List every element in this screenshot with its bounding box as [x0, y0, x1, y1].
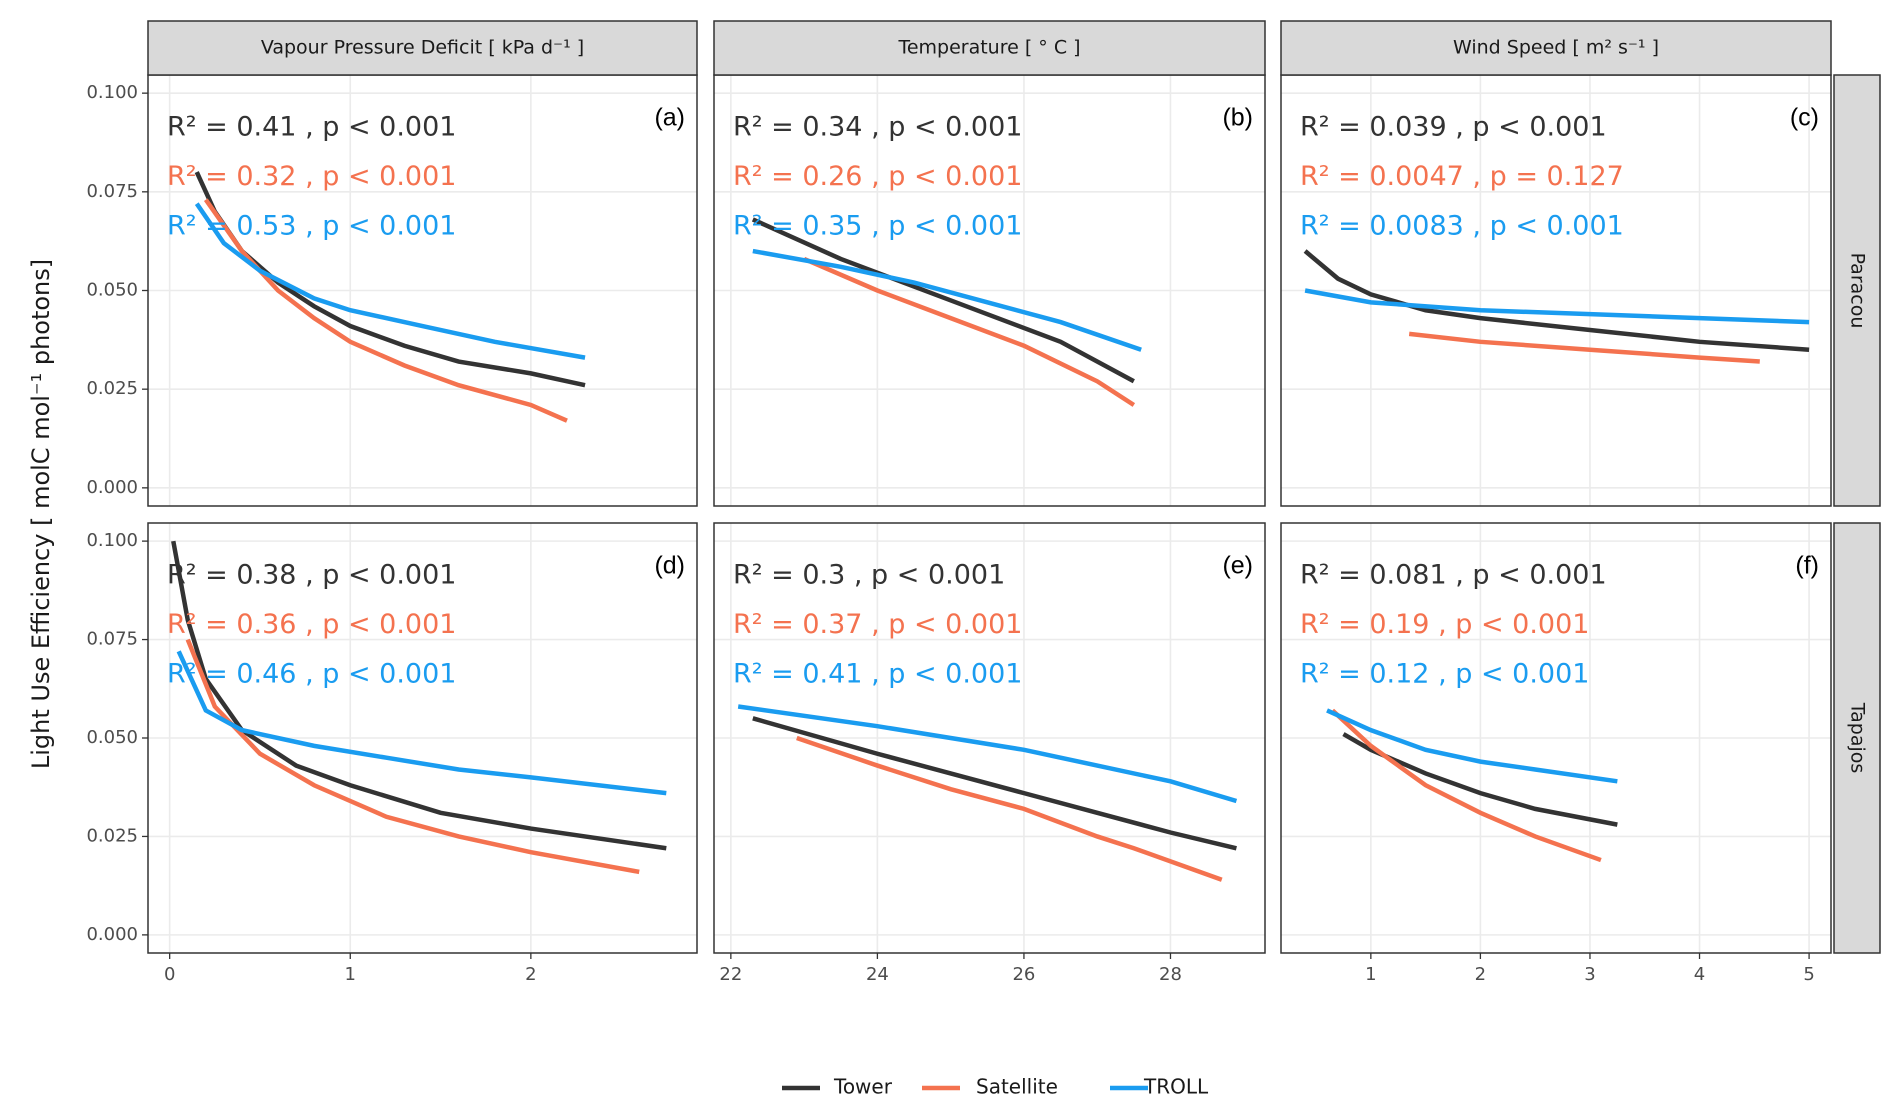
- strip: [1833, 74, 1881, 507]
- annotation: R² = 0.0047 , p = 0.127: [1300, 161, 1624, 192]
- fit-line: [1326, 708, 1618, 784]
- fit-line: [752, 248, 1142, 352]
- x-tick-label: 26: [1012, 964, 1035, 985]
- fit-line: [171, 540, 667, 851]
- strip: [147, 20, 698, 76]
- x-tick-label: 5: [1803, 964, 1814, 985]
- strip: [713, 20, 1266, 76]
- panel-border: [713, 522, 1266, 954]
- fit-line: [1304, 288, 1810, 325]
- x-tick-label: 3: [1584, 964, 1595, 985]
- y-tick-label: 0.025: [86, 378, 138, 399]
- annotation: R² = 0.53 , p < 0.001: [167, 211, 456, 242]
- y-tick-label: 0.075: [86, 181, 138, 202]
- fit-line: [1342, 732, 1618, 827]
- strip: [1280, 20, 1832, 76]
- panel-label: (d): [654, 552, 685, 580]
- y-tick-label: 0.000: [86, 477, 138, 498]
- annotation: R² = 0.41 , p < 0.001: [167, 112, 456, 143]
- strip-title: Wind Speed [ m² s⁻¹ ]: [1453, 37, 1659, 59]
- annotation: R² = 0.0083 , p < 0.001: [1300, 211, 1624, 242]
- annotation: R² = 0.37 , p < 0.001: [733, 609, 1022, 640]
- x-tick-label: 22: [719, 964, 742, 985]
- annotation: R² = 0.34 , p < 0.001: [733, 112, 1022, 143]
- x-tick-label: 1: [1365, 964, 1376, 985]
- fit-line: [751, 217, 1135, 384]
- strip-title: Temperature [ ° C ]: [897, 37, 1080, 59]
- strip-title: Vapour Pressure Deficit [ kPa d⁻¹ ]: [261, 37, 584, 59]
- row-label: Tapajos: [1847, 702, 1869, 774]
- panel-label: (f): [1795, 552, 1819, 580]
- fit-line: [752, 716, 1237, 851]
- annotation: R² = 0.26 , p < 0.001: [733, 161, 1022, 192]
- y-tick-label: 0.100: [86, 82, 138, 103]
- annotation: R² = 0.19 , p < 0.001: [1300, 609, 1589, 640]
- y-tick-label: 0.100: [86, 530, 138, 551]
- annotation: R² = 0.081 , p < 0.001: [1300, 560, 1607, 591]
- fit-line: [185, 638, 640, 875]
- fit-line: [796, 735, 1223, 882]
- y-tick-label: 0.075: [86, 629, 138, 650]
- fit-line: [803, 256, 1136, 407]
- annotation: R² = 0.3 , p < 0.001: [733, 560, 1005, 591]
- fit-line: [737, 704, 1238, 804]
- row-label: Paracou: [1847, 253, 1869, 329]
- annotation: R² = 0.12 , p < 0.001: [1300, 659, 1589, 690]
- fit-line: [1408, 331, 1760, 364]
- legend-label: TROLL: [1143, 1075, 1209, 1099]
- annotation: R² = 0.35 , p < 0.001: [733, 211, 1022, 242]
- x-tick-label: 1: [345, 964, 356, 985]
- panel-label: (e): [1222, 552, 1253, 580]
- x-tick-label: 28: [1159, 964, 1182, 985]
- x-tick-label: 24: [866, 964, 889, 985]
- annotation: R² = 0.38 , p < 0.001: [167, 560, 456, 591]
- legend-label: Tower: [833, 1075, 893, 1099]
- x-tick-label: 2: [525, 964, 536, 985]
- fit-line: [1330, 708, 1602, 863]
- fit-line: [194, 202, 586, 360]
- panel-border: [147, 522, 698, 954]
- annotation: R² = 0.41 , p < 0.001: [733, 659, 1022, 690]
- y-tick-label: 0.050: [86, 727, 138, 748]
- x-tick-label: 2: [1475, 964, 1486, 985]
- annotation: R² = 0.32 , p < 0.001: [167, 161, 456, 192]
- annotation: R² = 0.46 , p < 0.001: [167, 659, 456, 690]
- y-axis-label: Light Use Efficiency [ molC mol⁻¹ photon…: [27, 259, 55, 769]
- strip: [1833, 522, 1881, 954]
- x-tick-label: 4: [1694, 964, 1705, 985]
- panel-label: (b): [1222, 104, 1253, 132]
- annotation: R² = 0.039 , p < 0.001: [1300, 112, 1607, 143]
- legend-label: Satellite: [976, 1075, 1058, 1099]
- panel-border: [1280, 522, 1832, 954]
- fit-line: [176, 650, 667, 796]
- panel-label: (a): [654, 104, 685, 132]
- annotation: R² = 0.36 , p < 0.001: [167, 609, 456, 640]
- y-tick-label: 0.025: [86, 825, 138, 846]
- x-tick-label: 0: [164, 964, 175, 985]
- y-tick-label: 0.050: [86, 280, 138, 301]
- y-tick-label: 0.000: [86, 924, 138, 945]
- panel-label: (c): [1790, 104, 1819, 132]
- fit-line: [1303, 249, 1810, 352]
